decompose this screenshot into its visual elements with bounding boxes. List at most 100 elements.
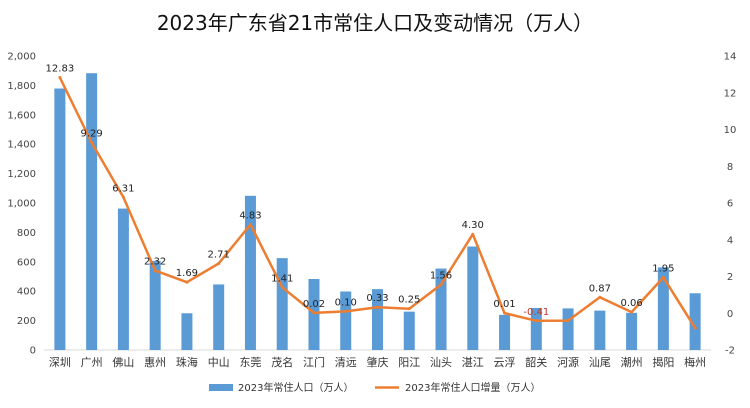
- y-right-tick-label: 10: [724, 125, 737, 136]
- y-right-tick-label: 8: [727, 162, 733, 173]
- line-data-label: 0.06: [620, 298, 642, 309]
- left-axis: 0 200 400 600 800 1,000 1,200 1,400 1,600 1,800 2,…: [7, 52, 36, 357]
- bar-series: [54, 73, 701, 350]
- category-label: 韶关: [525, 355, 547, 369]
- category-label: 广州: [81, 356, 103, 369]
- category-label: 惠州: [144, 355, 166, 369]
- y-left-tick-label: 400: [17, 287, 36, 298]
- category-label: 佛山: [112, 356, 134, 369]
- line-point: [630, 310, 634, 314]
- line-data-label: -0.41: [523, 307, 549, 318]
- line-data-label: 0.10: [335, 297, 357, 308]
- line-point: [566, 319, 570, 323]
- line-point: [280, 285, 284, 289]
- line-point: [376, 305, 379, 309]
- line-data-label: 12.83: [46, 63, 75, 74]
- line-data-label: 9.29: [81, 129, 103, 140]
- line-data-label: 0.02: [303, 299, 325, 310]
- bar: [403, 311, 415, 350]
- category-label: 湛江: [462, 356, 484, 369]
- y-right-tick-label: 14: [724, 52, 737, 63]
- y-left-tick-label: 1,200: [7, 169, 36, 180]
- line-point: [344, 309, 348, 313]
- category-label: 云浮: [494, 356, 516, 369]
- line-data-label: 4.83: [239, 210, 261, 221]
- line-point: [503, 311, 507, 315]
- line-data-label: 1.41: [271, 273, 293, 284]
- bar: [117, 208, 129, 350]
- category-label: 潮州: [621, 355, 643, 369]
- bar: [594, 310, 606, 350]
- category-label: 肇庆: [367, 355, 389, 369]
- line-data-label: 0.01: [493, 299, 515, 310]
- category-label: 阳江: [398, 356, 420, 369]
- y-right-tick-label: 4: [727, 235, 733, 246]
- y-right-tick-label: 2: [727, 272, 733, 283]
- line-data-label: 2.32: [144, 257, 166, 268]
- y-right-tick-label: 0: [727, 309, 733, 320]
- line-point: [661, 275, 665, 279]
- bar: [530, 307, 542, 350]
- bar: [626, 312, 638, 350]
- bar: [244, 195, 256, 350]
- line-data-label: 1.56: [430, 271, 452, 282]
- bar: [181, 313, 193, 350]
- y-right-tick-label: 6: [727, 199, 733, 210]
- legend: 2023年常住人口（万人） 2023年常住人口增量（万人）: [209, 381, 540, 394]
- line-point: [693, 326, 697, 330]
- legend-bar-swatch: [209, 384, 233, 391]
- category-label: 中山: [208, 356, 230, 369]
- line-data-label: 1.95: [652, 263, 674, 274]
- category-label: 深圳: [49, 356, 71, 369]
- line-point: [471, 232, 475, 236]
- category-label: 梅州: [684, 355, 706, 369]
- category-labels: 深圳 广州 佛山 惠州 珠海 中山 东莞 茂名 江门 清远 肇庆 阳江 汕头 湛江 云浮 韶关 河源 汕尾 潮州 揭阳…: [49, 355, 706, 369]
- bar: [467, 246, 479, 350]
- line-data-label: 2.71: [208, 249, 230, 260]
- line-point: [185, 280, 189, 284]
- bar: [86, 73, 98, 350]
- bar: [499, 314, 511, 350]
- y-left-tick-label: 1,400: [7, 140, 36, 151]
- category-label: 茂名: [271, 355, 293, 369]
- category-label: 东莞: [239, 356, 261, 369]
- y-left-tick-label: 1,600: [7, 110, 36, 121]
- bar: [435, 268, 447, 350]
- line-data-label: 6.31: [112, 183, 134, 194]
- category-label: 汕头: [430, 356, 452, 369]
- bar: [276, 258, 288, 350]
- bar: [689, 293, 701, 350]
- bar: [340, 291, 352, 350]
- line-data-labels: 12.83 9.29 6.31 2.32 1.69 2.71 4.83 1.41 0.02 0.1…: [46, 63, 675, 317]
- y-left-tick-label: 2,000: [7, 52, 36, 63]
- line-data-label: 4.30: [462, 220, 484, 231]
- bar: [149, 260, 161, 350]
- category-label: 河源: [557, 355, 579, 369]
- y-left-tick-label: 600: [17, 257, 36, 268]
- y-left-tick-label: 800: [17, 228, 36, 239]
- line-data-label: 0.87: [589, 283, 611, 294]
- category-label: 珠海: [176, 355, 198, 369]
- line-point: [598, 295, 602, 299]
- line-point: [90, 141, 94, 145]
- bar: [308, 278, 320, 350]
- y-left-tick-label: 1,000: [7, 199, 36, 210]
- category-label: 清远: [335, 356, 357, 369]
- legend-line-label: 2023年常住人口增量（万人）: [405, 381, 540, 394]
- category-label: 江门: [303, 355, 325, 369]
- line-data-label: 0.25: [398, 295, 420, 306]
- line-point: [248, 222, 252, 226]
- line-data-label: 1.69: [176, 268, 198, 279]
- line-point: [121, 195, 125, 199]
- right-axis: -2 0 2 4 6 8 10 12 14: [724, 52, 737, 357]
- y-left-tick-label: 1,800: [7, 81, 36, 92]
- line-point: [407, 307, 411, 311]
- legend-bar-label: 2023年常住人口（万人）: [238, 381, 353, 394]
- line-point: [534, 319, 538, 323]
- bar: [562, 308, 574, 350]
- category-label: 汕尾: [589, 356, 611, 369]
- category-label: 揭阳: [652, 355, 674, 369]
- bar: [657, 267, 669, 350]
- chart-title: 2023年广东省21市常住人口及变动情况（万人）: [157, 11, 593, 35]
